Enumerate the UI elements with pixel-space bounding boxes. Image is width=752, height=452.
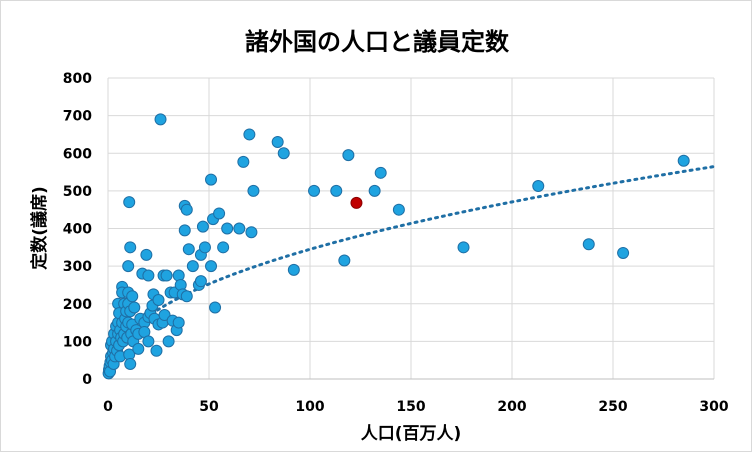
data-point [617, 246, 630, 259]
x-tick-label: 100 [295, 399, 324, 415]
data-point [140, 248, 153, 261]
data-point [374, 166, 387, 179]
y-tick-label: 800 [63, 71, 92, 87]
y-tick-label: 0 [82, 372, 92, 388]
x-axis-title: 人口(百万人) [361, 424, 462, 444]
data-point [237, 155, 250, 168]
data-point [213, 207, 226, 220]
data-point [217, 241, 230, 254]
data-point [160, 269, 173, 282]
data-point [221, 222, 234, 235]
data-point [233, 222, 246, 235]
data-point [154, 113, 167, 126]
y-tick-label: 500 [63, 184, 92, 200]
y-tick-label: 400 [63, 222, 92, 238]
data-points [102, 113, 690, 380]
y-tick-label: 300 [63, 259, 92, 275]
x-tick-label: 50 [199, 399, 219, 415]
y-tick-label: 100 [63, 334, 92, 350]
data-point [457, 241, 470, 254]
x-tick-label: 300 [699, 399, 728, 415]
data-point [271, 135, 284, 148]
data-point [287, 263, 300, 276]
data-point [198, 241, 211, 254]
data-point [152, 293, 165, 306]
data-point [128, 301, 141, 314]
y-tick-label: 200 [63, 297, 92, 313]
data-point [132, 342, 145, 355]
data-point [186, 260, 199, 273]
tick-labels: 0 50 100 150 200 250 300 0 100 200 300 400 500 600 700… [63, 71, 729, 415]
data-point [123, 196, 136, 209]
y-axis-title: 定数(議席) [29, 186, 50, 270]
data-point [180, 203, 193, 216]
data-point [126, 290, 139, 303]
data-point [162, 335, 175, 348]
data-point [368, 184, 381, 197]
data-point [178, 224, 191, 237]
data-point [124, 357, 137, 370]
data-point [182, 243, 195, 256]
data-point [582, 238, 595, 251]
highlight-point [350, 196, 363, 209]
data-point [196, 220, 209, 233]
data-point [243, 128, 256, 141]
y-tick-label: 600 [63, 146, 92, 162]
x-tick-label: 250 [598, 399, 627, 415]
data-point [677, 154, 690, 167]
data-point [338, 254, 351, 267]
data-point [158, 309, 171, 322]
data-point [392, 203, 405, 216]
trendline [107, 165, 716, 369]
data-point [308, 184, 321, 197]
x-tick-label: 150 [396, 399, 425, 415]
data-point [142, 335, 155, 348]
data-point [247, 184, 260, 197]
data-point [142, 269, 155, 282]
data-point [532, 179, 545, 192]
data-point [180, 290, 193, 303]
data-point [245, 226, 258, 239]
y-tick-label: 700 [63, 109, 92, 125]
data-point [150, 344, 163, 357]
data-point [124, 241, 137, 254]
data-point [172, 316, 185, 329]
data-point [122, 260, 135, 273]
data-point [277, 147, 290, 160]
chart-title: 諸外国の人口と議員定数 [245, 28, 510, 56]
x-tick-label: 200 [497, 399, 526, 415]
x-tick-label: 0 [103, 399, 113, 415]
data-point [205, 173, 218, 186]
data-point [194, 275, 207, 288]
data-point [209, 301, 222, 314]
data-point [205, 260, 218, 273]
data-point [342, 149, 355, 162]
data-point [330, 184, 343, 197]
